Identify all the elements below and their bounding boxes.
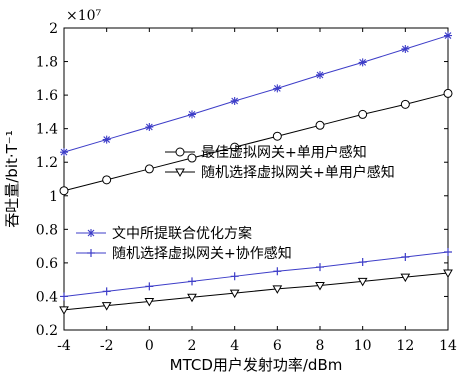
marker-plus xyxy=(401,253,410,262)
series-line xyxy=(63,272,449,311)
marker-triangle xyxy=(272,285,283,294)
marker-plus xyxy=(60,292,68,301)
marker-plus xyxy=(87,249,95,257)
y-tick-label: 0.4 xyxy=(36,289,58,305)
marker-plus xyxy=(444,247,452,256)
x-tick-label: 6 xyxy=(273,338,282,354)
x-tick-label: 8 xyxy=(316,338,325,354)
marker-asterisk xyxy=(230,96,239,105)
series-2 xyxy=(59,269,453,315)
marker-asterisk xyxy=(316,70,324,79)
series-1 xyxy=(59,88,453,196)
series-line xyxy=(63,251,449,297)
marker-plus xyxy=(102,287,111,296)
y-tick-label: 1.6 xyxy=(36,88,58,104)
legend-item-1: 最佳虚拟网关+单用户感知 xyxy=(165,144,367,161)
marker-asterisk xyxy=(444,31,452,40)
marker-asterisk xyxy=(102,135,111,144)
marker-plus xyxy=(273,267,282,276)
marker-circle xyxy=(315,120,325,130)
legend-item-4: 随机选择虚拟网关+协作感知 xyxy=(76,245,292,262)
x-tick-label: 0 xyxy=(145,338,154,354)
x-tick-label: 2 xyxy=(188,338,197,354)
y-axis-label: 吞吐量/bit·T⁻¹ xyxy=(3,130,21,228)
marker-circle xyxy=(358,109,368,119)
y-tick-label: 1.4 xyxy=(36,122,58,138)
legend: 最佳虚拟网关+单用户感知随机选择虚拟网关+单用户感知文中所提联合优化方案随机选择… xyxy=(76,144,395,262)
marker-asterisk xyxy=(145,122,154,131)
marker-triangle xyxy=(229,289,240,299)
marker-plus xyxy=(316,263,324,272)
y-axis-multiplier: ×10⁷ xyxy=(66,8,102,24)
marker-circle xyxy=(187,153,197,163)
y-tick-label: 1.2 xyxy=(36,155,58,171)
marker-circle xyxy=(102,175,112,185)
marker-circle xyxy=(230,142,240,152)
x-tick-label: 14 xyxy=(439,338,457,354)
marker-plus xyxy=(230,272,239,281)
legend-label: 文中所提联合优化方案 xyxy=(112,225,252,242)
marker-triangle xyxy=(59,306,69,315)
marker-plus xyxy=(188,277,196,286)
marker-asterisk xyxy=(358,58,367,67)
axes: -4 -2 0 2 4 6 8 10 12 14 0.2 0.4 0.6 0.8 1 1.2 1.4 1.6 1.8… xyxy=(36,21,457,354)
y-tick-label: 2 xyxy=(49,21,58,37)
x-tick-label: 4 xyxy=(230,338,239,354)
series-line xyxy=(63,35,449,153)
marker-triangle xyxy=(175,168,185,178)
x-tick-label: 12 xyxy=(396,338,414,354)
marker-circle xyxy=(443,88,453,98)
marker-triangle xyxy=(400,273,411,283)
x-tick-label: -2 xyxy=(100,338,114,354)
legend-label: 随机选择虚拟网关+单用户感知 xyxy=(201,164,395,181)
marker-triangle xyxy=(144,297,155,307)
marker-asterisk xyxy=(273,84,282,93)
marker-triangle xyxy=(187,293,197,303)
marker-circle xyxy=(272,131,282,141)
marker-triangle xyxy=(101,302,112,311)
marker-triangle xyxy=(443,269,453,278)
marker-triangle xyxy=(357,277,368,287)
marker-asterisk xyxy=(87,229,95,237)
marker-triangle xyxy=(315,282,325,291)
x-axis-label: MTCD用户发射功率/dBm xyxy=(170,356,343,374)
marker-plus xyxy=(358,258,367,267)
x-tick-label: -4 xyxy=(57,338,71,354)
y-tick-label: 0.6 xyxy=(36,256,58,272)
marker-plus xyxy=(145,282,154,291)
marker-circle xyxy=(400,99,410,109)
marker-asterisk xyxy=(188,110,196,119)
legend-label: 随机选择虚拟网关+协作感知 xyxy=(112,245,292,262)
marker-circle xyxy=(175,147,185,157)
legend-item-3: 文中所提联合优化方案 xyxy=(76,225,252,242)
y-tick-label: 1 xyxy=(49,189,58,205)
series-4 xyxy=(60,247,452,301)
plot-frame xyxy=(63,27,449,331)
legend-label: 最佳虚拟网关+单用户感知 xyxy=(201,144,367,161)
x-tick-label: 10 xyxy=(354,338,372,354)
legend-item-2: 随机选择虚拟网关+单用户感知 xyxy=(165,164,395,181)
series-3 xyxy=(60,31,452,157)
y-tick-label: 0.8 xyxy=(36,222,58,238)
marker-asterisk xyxy=(60,148,68,157)
y-tick-label: 1.8 xyxy=(36,55,58,71)
marker-circle xyxy=(59,186,69,196)
marker-circle xyxy=(144,164,154,174)
series-line xyxy=(63,92,449,192)
marker-asterisk xyxy=(401,44,410,53)
series-layer xyxy=(59,31,453,315)
y-tick-label: 0.2 xyxy=(36,323,58,339)
